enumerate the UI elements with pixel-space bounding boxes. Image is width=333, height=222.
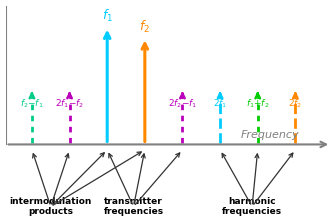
Text: transmitter
frequencies: transmitter frequencies xyxy=(104,197,164,216)
Text: $f_2$$-$$f_1$: $f_2$$-$$f_1$ xyxy=(20,97,44,110)
Text: Frequency: Frequency xyxy=(240,130,299,140)
Text: $f_1$$+$$f_2$: $f_1$$+$$f_2$ xyxy=(246,97,269,110)
Text: harmonic
frequencies: harmonic frequencies xyxy=(222,197,282,216)
Text: $f_2$: $f_2$ xyxy=(139,19,150,35)
Text: intermodulation
products: intermodulation products xyxy=(10,197,92,216)
Text: $2f_2$$-$$f_1$: $2f_2$$-$$f_1$ xyxy=(168,97,197,110)
Text: $2f_1$$-$$f_2$: $2f_1$$-$$f_2$ xyxy=(55,97,84,110)
Text: $f_1$: $f_1$ xyxy=(102,8,113,24)
Text: $2f_1$: $2f_1$ xyxy=(213,97,227,110)
Text: $2f_2$: $2f_2$ xyxy=(288,97,302,110)
